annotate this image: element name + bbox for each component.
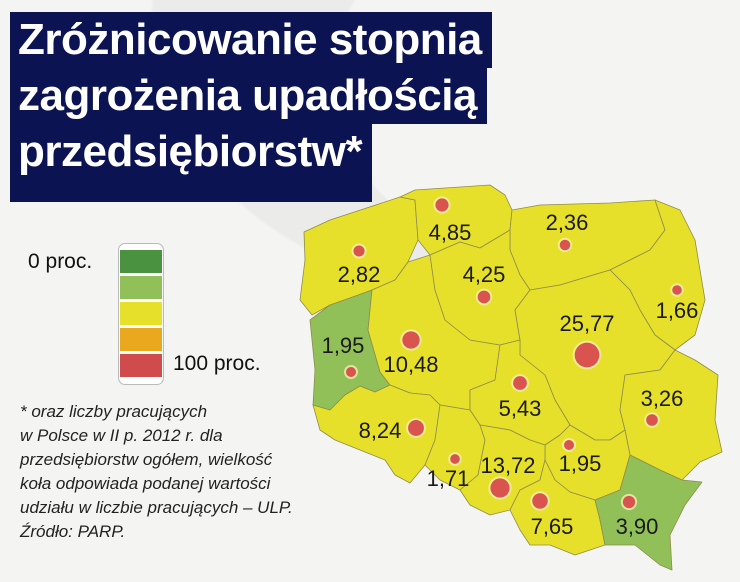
region-value-label: 1,95 [559, 451, 602, 476]
footnote-line: Źródło: PARP. [20, 522, 126, 541]
region-14 [509, 459, 606, 556]
value-bubble [477, 290, 491, 304]
legend-swatch-5 [120, 354, 162, 377]
value-bubble [513, 376, 527, 390]
region-value-label: 8,24 [359, 418, 402, 443]
value-bubble [574, 342, 600, 368]
value-bubble [646, 414, 658, 426]
legend-swatch-2 [120, 276, 162, 299]
value-bubble [402, 331, 420, 349]
value-bubble [346, 367, 356, 377]
region-value-label: 5,43 [499, 396, 542, 421]
footnote-line: przedsiębiorstw ogółem, wielkość [20, 450, 273, 469]
value-bubble [490, 478, 510, 498]
region-value-label: 3,90 [616, 514, 659, 539]
region-value-label: 4,25 [463, 262, 506, 287]
value-bubble [672, 285, 682, 295]
value-bubble [450, 454, 460, 464]
region-value-label: 4,85 [429, 220, 472, 245]
value-bubble [622, 495, 636, 509]
region-value-label: 7,65 [531, 514, 574, 539]
region-value-label: 25,77 [559, 311, 614, 336]
region-15 [594, 454, 703, 571]
region-value-label: 10,48 [383, 352, 438, 377]
region-value-label: 3,26 [641, 386, 684, 411]
title-line-3: przedsiębiorstw* [10, 124, 373, 202]
footnote-line: koła odpowiada podanej wartości [20, 474, 271, 493]
value-bubble [435, 198, 449, 212]
value-bubble [564, 440, 574, 450]
region-value-label: 2,82 [338, 262, 381, 287]
title-line-1: Zróżnicowanie stopnia [10, 12, 492, 68]
footnote-line: w Polsce w II p. 2012 r. dla [20, 426, 223, 445]
value-bubble [408, 420, 424, 436]
value-bubble [559, 239, 571, 251]
legend-swatch-1 [120, 250, 162, 273]
legend-min-label: 0 proc. [28, 250, 93, 273]
region-value-label: 1,95 [322, 333, 365, 358]
legend-swatch-4 [120, 328, 162, 351]
footnote: * oraz liczby pracujących w Polsce w II … [20, 400, 293, 544]
region-value-label: 13,72 [480, 453, 535, 478]
footnote-line: * oraz liczby pracujących [20, 402, 208, 421]
region-value-label: 1,66 [656, 298, 699, 323]
value-bubble [353, 245, 365, 257]
legend-max-label: 100 proc. [173, 352, 261, 375]
region-value-label: 1,71 [427, 466, 470, 491]
footnote-line: udziału w liczbie pracujących – ULP. [20, 498, 293, 517]
legend-swatch-3 [120, 302, 162, 325]
region-value-label: 2,36 [546, 210, 589, 235]
title-line-2: zagrożenia upadłością [10, 68, 487, 124]
color-legend [118, 243, 164, 385]
value-bubble [532, 493, 548, 509]
page-title: Zróżnicowanie stopnia zagrożenia upadłoś… [10, 12, 492, 202]
